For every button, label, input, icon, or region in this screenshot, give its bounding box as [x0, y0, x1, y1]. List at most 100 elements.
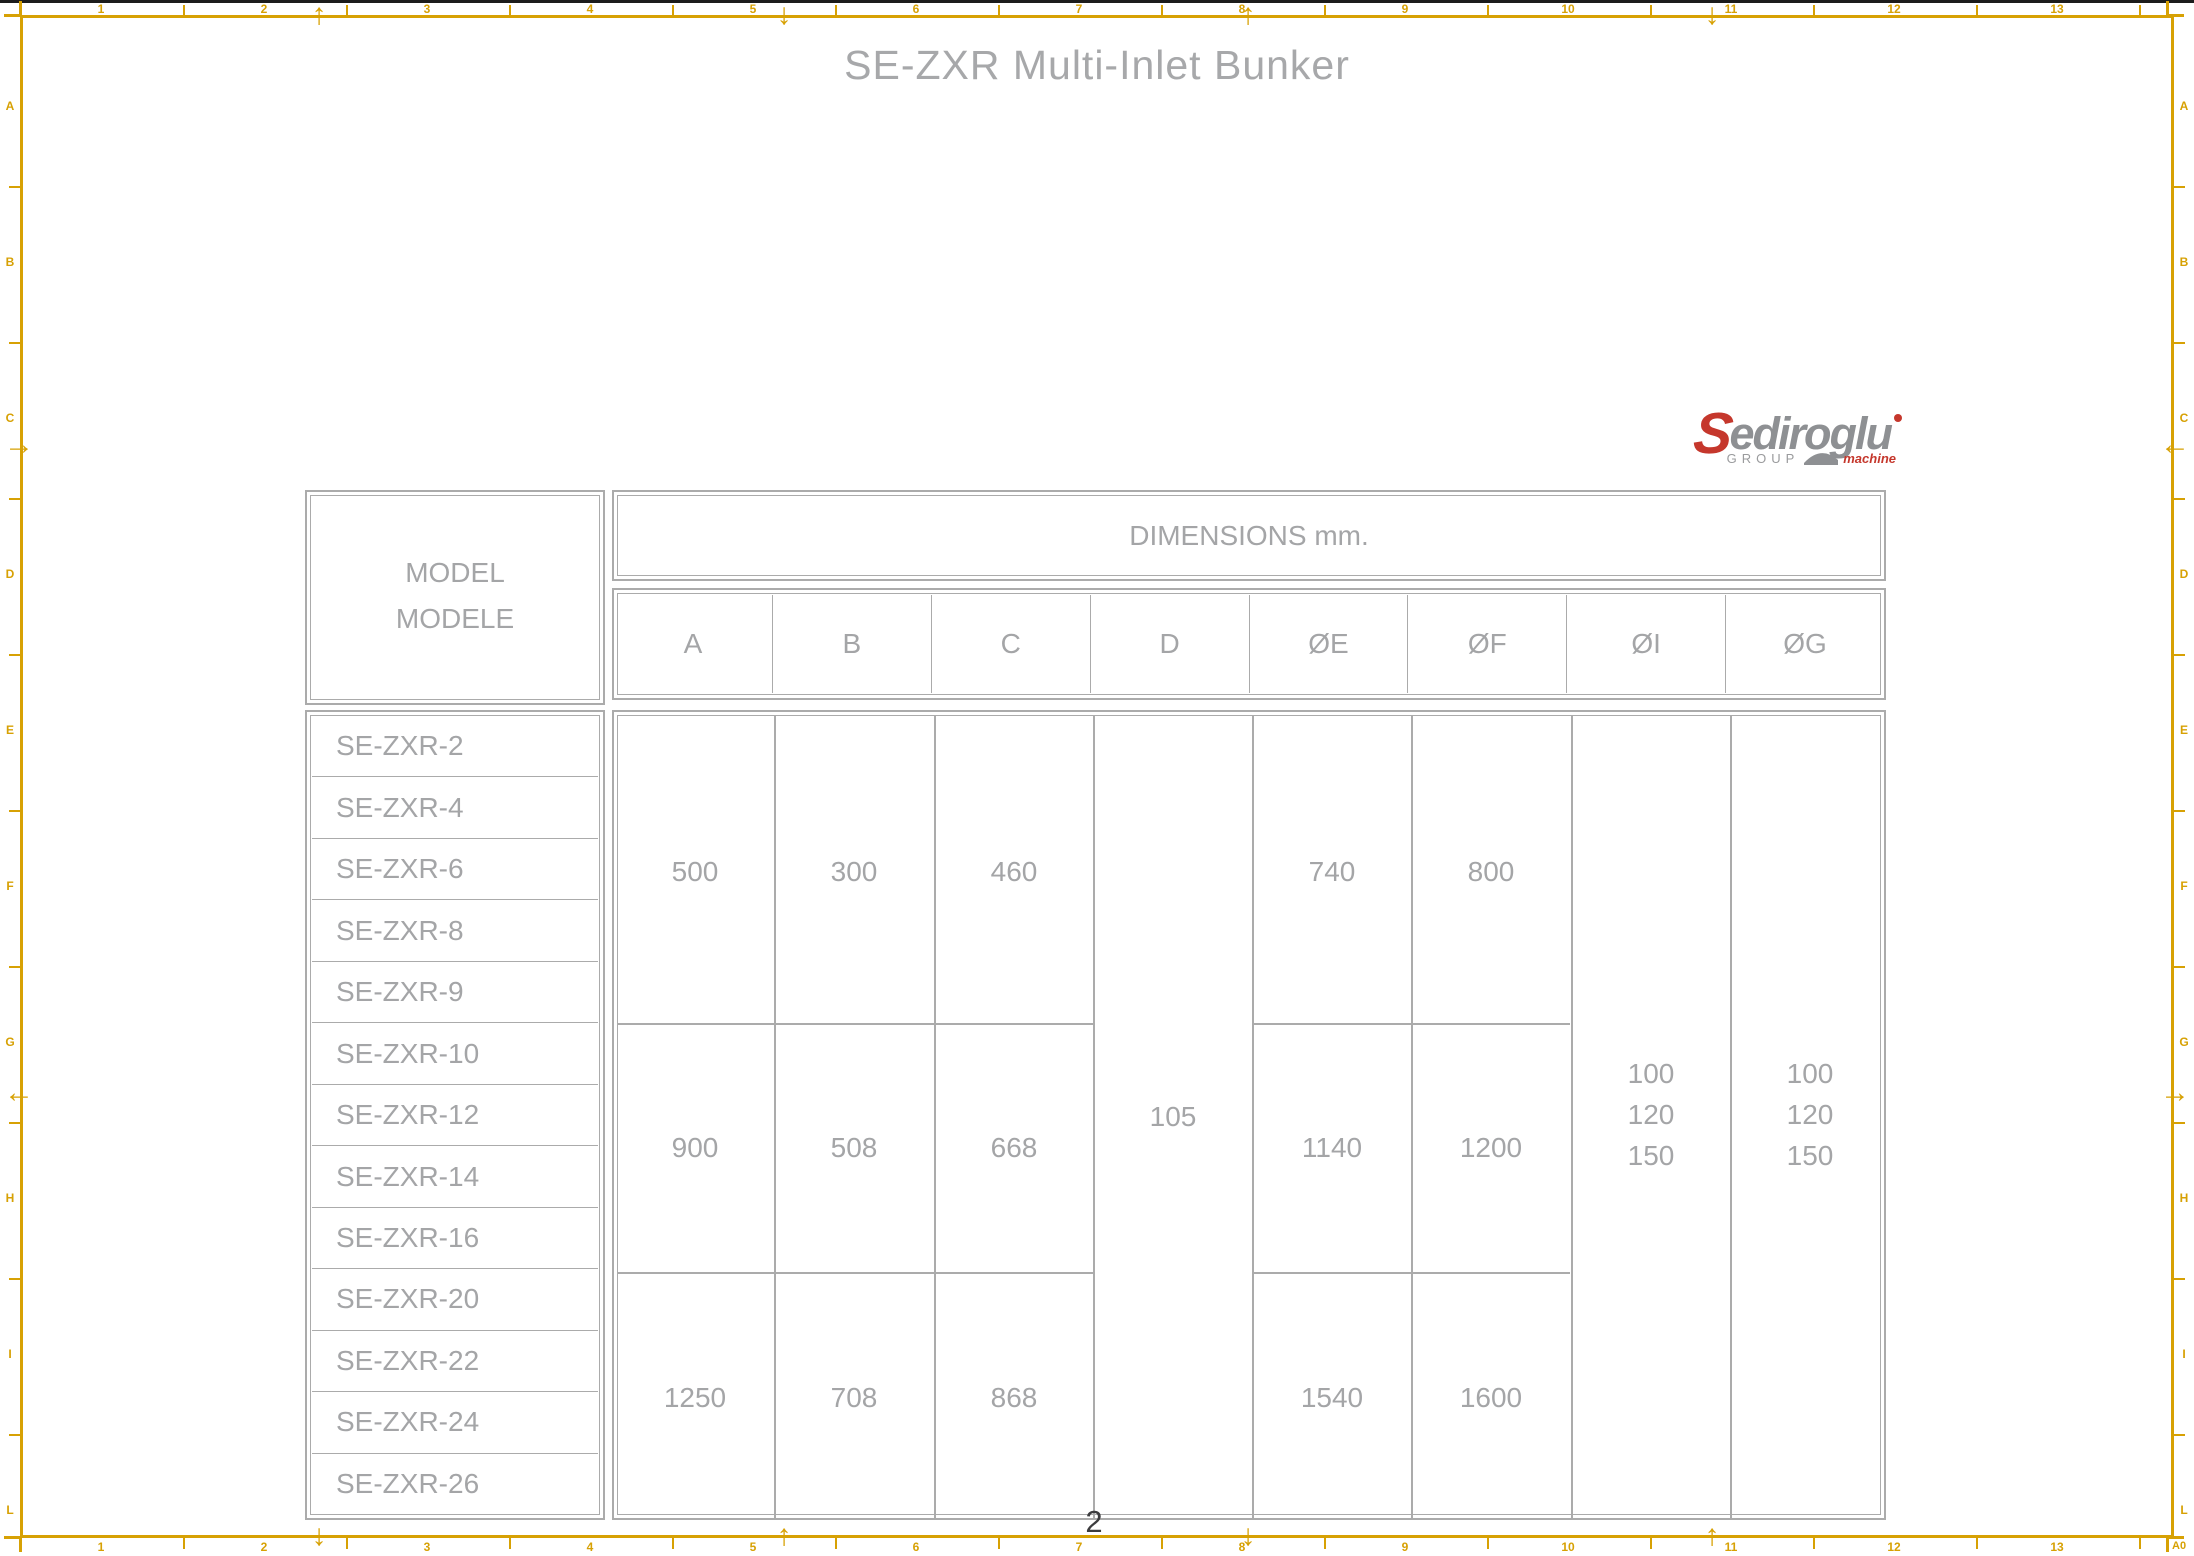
column-header-OF: ØF — [1407, 595, 1566, 693]
value-A-group1: 500 — [671, 856, 719, 887]
ruler-number-top: 11 — [1724, 2, 1738, 16]
ruler-number-bottom: 10 — [1561, 1540, 1575, 1554]
corner-mark-top-left — [4, 14, 20, 17]
value-B-group3: 708 — [830, 1382, 878, 1413]
model-row: SE-ZXR-26 — [312, 1452, 598, 1514]
ruler-letter-right: I — [2182, 1347, 2186, 1361]
value-B-group1: 300 — [830, 856, 878, 887]
ruler-number-bottom: 5 — [749, 1540, 757, 1554]
ruler-letter-right: E — [2179, 723, 2188, 737]
group-separator — [1253, 1023, 1570, 1025]
column-header-OE: ØE — [1248, 595, 1408, 693]
logo-swoosh-icon — [1804, 453, 1839, 465]
column-separator — [934, 716, 936, 1518]
model-list: SE-ZXR-2 SE-ZXR-4 SE-ZXR-6 SE-ZXR-8 SE-Z… — [305, 710, 605, 1520]
model-row: SE-ZXR-8 — [312, 899, 598, 960]
ruler-number-top: 1 — [97, 2, 105, 16]
model-row: SE-ZXR-10 — [312, 1022, 598, 1083]
ruler-number-top: 3 — [423, 2, 431, 16]
ruler-number-top: 13 — [2050, 2, 2064, 16]
ruler-letter-left: F — [6, 879, 14, 893]
value-OG-option: 120 — [1786, 1099, 1834, 1130]
value-C-group1: 460 — [990, 856, 1038, 887]
fold-mark-arrow-right-icon: → — [2160, 1076, 2190, 1109]
model-row: SE-ZXR-6 — [312, 837, 598, 899]
model-row: SE-ZXR-16 — [312, 1206, 598, 1268]
model-header-line1: MODEL — [405, 557, 505, 588]
page-title: SE-ZXR Multi-Inlet Bunker — [844, 42, 1350, 88]
value-OI-option: 120 — [1627, 1099, 1675, 1130]
column-header-OG: ØG — [1725, 595, 1884, 693]
ruler-number-bottom: 7 — [1075, 1540, 1083, 1554]
ruler-number-top: 8 — [1238, 2, 1246, 16]
model-header-cell: MODEL MODELE — [305, 490, 605, 705]
sediroglu-logo: S ediroglu GROUP machine — [1680, 401, 1902, 466]
column-separator — [1411, 716, 1413, 1518]
model-row: SE-ZXR-22 — [312, 1329, 598, 1391]
value-OI-option: 100 — [1627, 1058, 1675, 1089]
ruler-letter-left: L — [6, 1503, 14, 1517]
drawing-frame-border — [20, 15, 2174, 1538]
model-row: SE-ZXR-4 — [312, 776, 598, 837]
ruler-letter-right: G — [2179, 1035, 2189, 1049]
column-separator — [1571, 716, 1573, 1518]
logo-brand-text: ediroglu — [1729, 408, 1893, 459]
ruler-number-bottom: 6 — [912, 1540, 920, 1554]
corner-mark-top-right — [2166, 1, 2169, 15]
value-B-group2: 508 — [830, 1132, 878, 1163]
column-separator — [1730, 716, 1732, 1518]
column-header-row: A B C D ØE ØF ØI ØG — [612, 588, 1886, 700]
ruler-letter-left: I — [8, 1347, 12, 1361]
fold-mark-arrow-down-icon: ↓ — [1240, 1519, 1256, 1552]
fold-mark-arrow-up-icon: ↑ — [1704, 1519, 1720, 1552]
ruler-number-bottom: 2 — [260, 1540, 268, 1554]
ruler-number-bottom: 13 — [2050, 1540, 2064, 1554]
value-A-group2: 900 — [671, 1132, 719, 1163]
group-separator — [618, 1023, 1093, 1025]
ruler-ticks-top — [22, 5, 2152, 16]
column-header-A: A — [683, 628, 703, 659]
corner-mark-top-right — [2168, 14, 2184, 17]
corner-mark-bottom-right — [2168, 1536, 2184, 1539]
logo-registered-dot-icon — [1894, 414, 1902, 422]
dimension-values-grid: 500 300 460 740 800 900 508 668 1140 120… — [612, 710, 1886, 1520]
fold-mark-arrow-up-icon: ↑ — [776, 1519, 792, 1552]
value-OG-all-models: 100 120 150 — [1731, 1053, 1889, 1176]
column-separator — [1252, 716, 1254, 1518]
ruler-number-bottom: 12 — [1887, 1540, 1901, 1554]
ruler-letter-left: C — [5, 411, 15, 425]
column-header-B: B — [771, 595, 931, 693]
ruler-number-top: 5 — [749, 2, 757, 16]
corner-mark-bottom-left — [4, 1536, 20, 1539]
ruler-letter-right: H — [2179, 1191, 2189, 1205]
logo-machine-label: machine — [1843, 451, 1896, 466]
ruler-letter-right: D — [2179, 567, 2189, 581]
column-header-OI: ØI — [1566, 595, 1725, 693]
fold-mark-arrow-right-icon: → — [4, 428, 34, 461]
value-OI-option: 150 — [1627, 1140, 1675, 1171]
ruler-number-bottom: 3 — [423, 1540, 431, 1554]
ruler-number-top: 6 — [912, 2, 920, 16]
ruler-number-top: 7 — [1075, 2, 1083, 16]
ruler-number-bottom: 11 — [1724, 1540, 1738, 1554]
fold-mark-arrow-down-icon: ↓ — [1704, 0, 1720, 31]
column-separator — [1093, 716, 1095, 1518]
ruler-number-bottom: 4 — [586, 1540, 594, 1554]
ruler-number-top: 12 — [1887, 2, 1901, 16]
ruler-letter-left: G — [5, 1035, 15, 1049]
value-C-group2: 668 — [990, 1132, 1038, 1163]
value-C-group3: 868 — [990, 1382, 1038, 1413]
value-OF-group1: 800 — [1467, 856, 1515, 887]
ruler-letter-left: D — [5, 567, 15, 581]
value-OF-group2: 1200 — [1459, 1132, 1523, 1163]
ruler-letter-right: C — [2179, 411, 2189, 425]
fold-mark-arrow-down-icon: ↓ — [311, 1519, 327, 1552]
ruler-number-bottom: 9 — [1401, 1540, 1409, 1554]
ruler-number-bottom: 8 — [1238, 1540, 1246, 1554]
model-row: SE-ZXR-24 — [312, 1391, 598, 1452]
ruler-letter-left: H — [5, 1191, 15, 1205]
window-top-edge — [0, 0, 2194, 3]
ruler-number-top: 9 — [1401, 2, 1409, 16]
page-number: 2 — [1085, 1504, 1103, 1539]
column-header-C: C — [930, 595, 1090, 693]
